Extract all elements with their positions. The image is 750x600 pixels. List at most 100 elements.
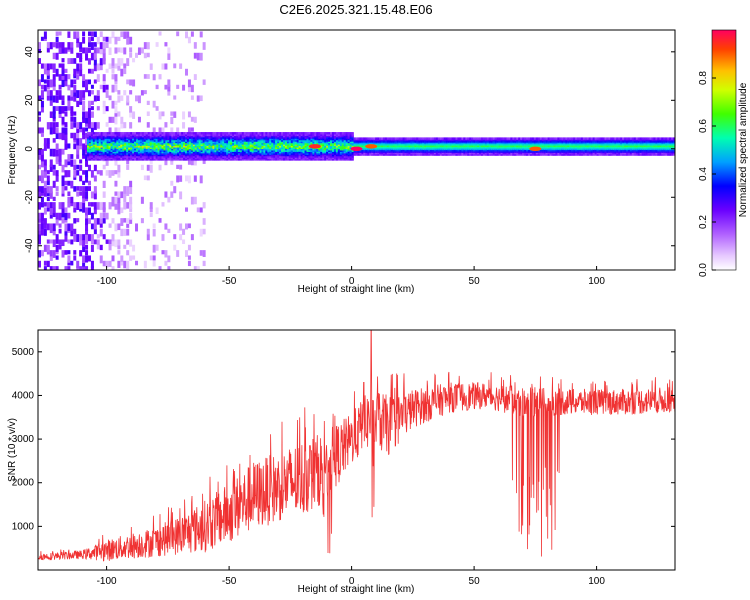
- heatmap-band-cell: [255, 134, 258, 138]
- heatmap-noise-cell: [93, 95, 97, 102]
- heatmap-band-cell: [167, 156, 170, 160]
- heatmap-band-cell: [235, 136, 239, 139]
- heatmap-noise-cell: [82, 47, 86, 54]
- heatmap-band-cell: [529, 140, 533, 143]
- heatmap-band-cell: [553, 146, 556, 149]
- heatmap-band-cell: [326, 139, 329, 142]
- heatmap-band-cell: [87, 136, 90, 139]
- heatmap-band-cell: [177, 140, 180, 144]
- heatmap-band-cell: [216, 158, 219, 161]
- heatmap-band-cell: [192, 132, 196, 135]
- heatmap-band-cell: [137, 143, 141, 147]
- heatmap-band-cell: [161, 134, 164, 138]
- heatmap-noise-cell: [49, 191, 53, 199]
- heatmap-band-cell: [163, 148, 166, 151]
- heatmap-band-cell: [257, 145, 260, 148]
- heatmap-band-cell: [410, 143, 413, 146]
- heatmap-band-cell: [390, 144, 393, 148]
- heatmap-band-cell: [333, 137, 337, 141]
- heatmap-band-cell: [494, 151, 497, 155]
- heatmap-band-cell: [502, 140, 505, 143]
- heatmap-band-cell: [582, 144, 586, 148]
- heatmap-band-cell: [402, 140, 405, 143]
- heatmap-noise-cell: [46, 202, 50, 208]
- heatmap-band-cell: [241, 134, 245, 138]
- heatmap-noise-cell: [149, 202, 153, 209]
- heatmap-noise-cell: [40, 175, 44, 184]
- heatmap-band-cell: [533, 150, 537, 153]
- heatmap-band-cell: [261, 143, 264, 147]
- heatmap-band-cell: [212, 153, 215, 157]
- heatmap-noise-cell: [152, 255, 156, 261]
- heatmap-band-cell: [545, 149, 548, 152]
- heatmap-band-cell: [157, 143, 160, 147]
- heatmap-noise-cell: [79, 202, 83, 209]
- heatmap-band-cell: [94, 158, 98, 161]
- heatmap-band-cell: [557, 140, 560, 143]
- heatmap-band-cell: [275, 152, 278, 155]
- heatmap-noise-cell: [38, 186, 41, 192]
- heatmap-noise-cell: [64, 122, 68, 128]
- heatmap-band-cell: [551, 143, 554, 146]
- heatmap-band-cell: [332, 156, 335, 160]
- heatmap-band-cell: [565, 144, 568, 148]
- heatmap-band-cell: [496, 147, 499, 150]
- heatmap-band-cell: [557, 153, 560, 156]
- heatmap-noise-cell: [90, 111, 94, 118]
- heatmap-band-cell: [88, 153, 92, 157]
- heatmap-band-cell: [251, 143, 254, 147]
- heatmap-band-cell: [134, 149, 137, 152]
- heatmap-band-cell: [569, 146, 572, 149]
- heatmap-band-cell: [461, 151, 464, 155]
- heatmap-band-cell: [549, 143, 552, 146]
- heatmap-band-cell: [288, 136, 292, 139]
- heatmap-band-cell: [120, 149, 123, 152]
- heatmap-band-cell: [588, 140, 591, 143]
- heatmap-band-cell: [230, 149, 233, 152]
- heatmap-band-cell: [443, 138, 446, 142]
- heatmap-band-cell: [177, 142, 180, 145]
- heatmap-band-cell: [259, 156, 262, 160]
- heatmap-band-cell: [575, 144, 578, 148]
- heatmap-band-cell: [577, 140, 580, 143]
- heatmap-band-cell: [388, 143, 392, 146]
- heatmap-band-cell: [188, 155, 192, 158]
- heatmap-band-cell: [337, 133, 341, 136]
- heatmap-band-cell: [169, 146, 172, 150]
- heatmap-band-cell: [137, 145, 141, 148]
- heatmap-noise-cell: [179, 223, 183, 231]
- heatmap-band-cell: [296, 143, 299, 147]
- heatmap-band-cell: [533, 137, 537, 140]
- heatmap-noise-cell: [46, 244, 50, 253]
- heatmap-band-cell: [275, 148, 278, 151]
- heatmap-band-cell: [361, 150, 364, 153]
- heatmap-band-cell: [232, 142, 235, 145]
- heatmap-band-cell: [90, 143, 94, 147]
- heatmap-band-cell: [410, 146, 413, 149]
- heatmap-band-cell: [488, 151, 491, 155]
- heatmap-band-cell: [326, 149, 329, 152]
- heatmap-band-cell: [104, 145, 107, 148]
- heatmap-band-cell: [506, 149, 509, 152]
- heatmap-band-cell: [98, 152, 101, 155]
- heatmap-noise-cell: [176, 31, 180, 37]
- heatmap-band-cell: [241, 140, 245, 144]
- heatmap-noise-cell: [70, 79, 74, 88]
- heatmap-noise-cell: [126, 79, 130, 85]
- heatmap-band-cell: [382, 150, 386, 153]
- heatmap-band-cell: [296, 142, 299, 145]
- heatmap-band-cell: [247, 133, 250, 136]
- heatmap-band-cell: [143, 143, 147, 147]
- heatmap-band-cell: [451, 143, 454, 146]
- heatmap-band-cell: [332, 148, 335, 151]
- heatmap-band-cell: [137, 158, 141, 161]
- heatmap-band-cell: [300, 134, 303, 138]
- heatmap-band-cell: [494, 144, 497, 148]
- heatmap-band-cell: [179, 136, 182, 139]
- heatmap-noise-cell: [193, 116, 197, 123]
- heatmap-noise-cell: [46, 250, 50, 255]
- heatmap-noise-cell: [90, 42, 94, 51]
- heatmap-band-cell: [543, 137, 546, 140]
- heatmap-noise-cell: [111, 255, 115, 262]
- heatmap-band-cell: [571, 150, 574, 153]
